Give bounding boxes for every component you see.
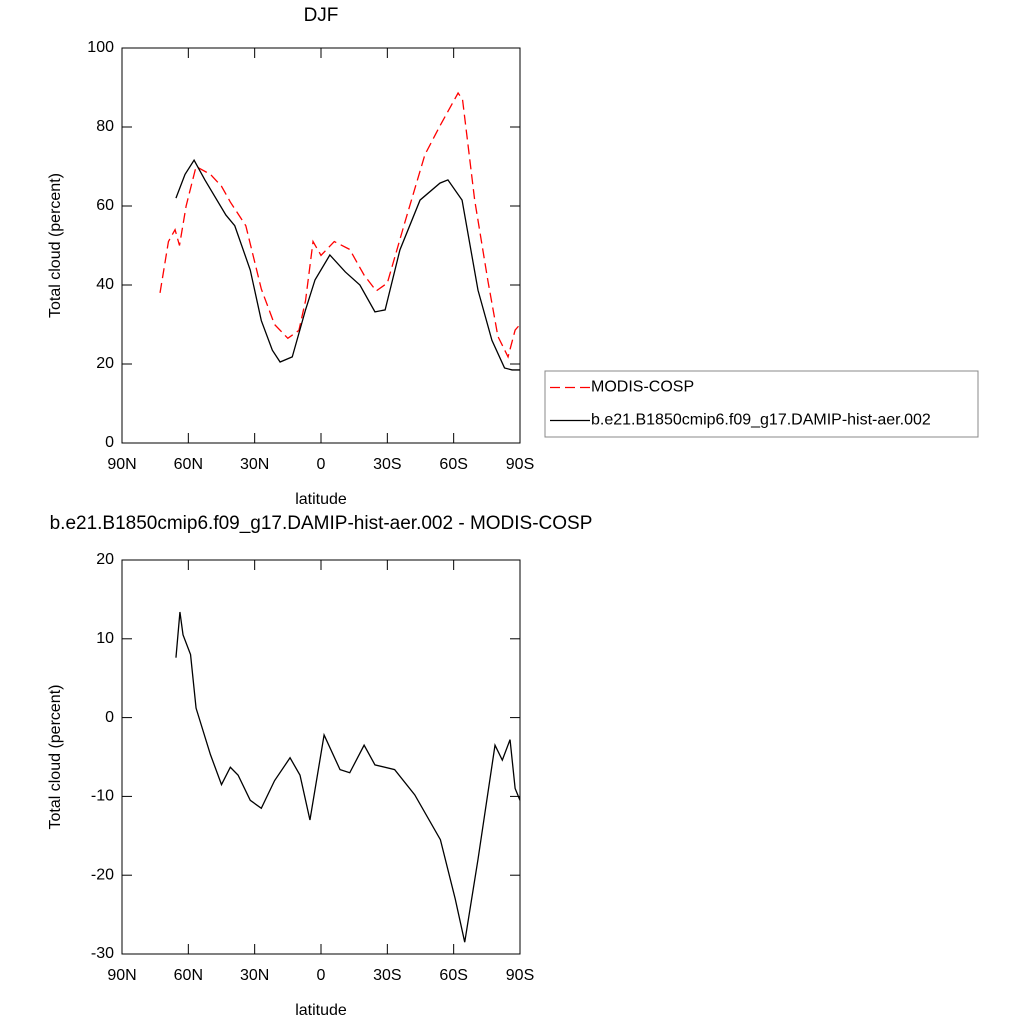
y-axis-label: Total cloud (percent)	[47, 685, 64, 830]
y-axis-label: Total cloud (percent)	[47, 173, 64, 318]
y-tick-label: 80	[96, 118, 114, 135]
y-tick-label: -20	[91, 866, 114, 883]
x-tick-label: 60S	[439, 967, 467, 984]
y-tick-label: 20	[96, 355, 114, 372]
x-tick-label: 30N	[240, 967, 269, 984]
x-tick-label: 90N	[107, 456, 136, 473]
data-line	[175, 611, 521, 943]
y-tick-label: 60	[96, 197, 114, 214]
y-tick-label: -10	[91, 788, 114, 805]
data-line	[159, 91, 521, 359]
x-axis-label: latitude	[295, 1002, 347, 1019]
y-tick-label: 20	[96, 551, 114, 568]
x-tick-label: 60S	[439, 456, 467, 473]
y-tick-label: 100	[87, 39, 114, 56]
data-line	[175, 158, 520, 371]
y-tick-label: 10	[96, 630, 114, 647]
x-tick-label: 60N	[174, 456, 203, 473]
chart-title: DJF	[304, 5, 339, 26]
legend-label: b.e21.B1850cmip6.f09_g17.DAMIP-hist-aer.…	[591, 412, 931, 429]
x-tick-label: 30S	[373, 967, 401, 984]
y-tick-label: 40	[96, 276, 114, 293]
x-tick-label: 90S	[506, 456, 534, 473]
x-tick-label: 90S	[506, 967, 534, 984]
x-tick-label: 90N	[107, 967, 136, 984]
y-tick-label: 0	[105, 434, 114, 451]
x-tick-label: 60N	[174, 967, 203, 984]
x-tick-label: 30N	[240, 456, 269, 473]
chart-title: b.e21.B1850cmip6.f09_g17.DAMIP-hist-aer.…	[50, 513, 593, 534]
legend-box	[544, 370, 979, 438]
legend-label: MODIS-COSP	[591, 379, 694, 396]
x-tick-label: 0	[317, 456, 326, 473]
plot-frame	[121, 47, 521, 444]
x-tick-label: 0	[317, 967, 326, 984]
x-tick-label: 30S	[373, 456, 401, 473]
y-tick-label: 0	[105, 709, 114, 726]
x-axis-label: latitude	[295, 491, 347, 508]
y-tick-label: -30	[91, 945, 114, 962]
